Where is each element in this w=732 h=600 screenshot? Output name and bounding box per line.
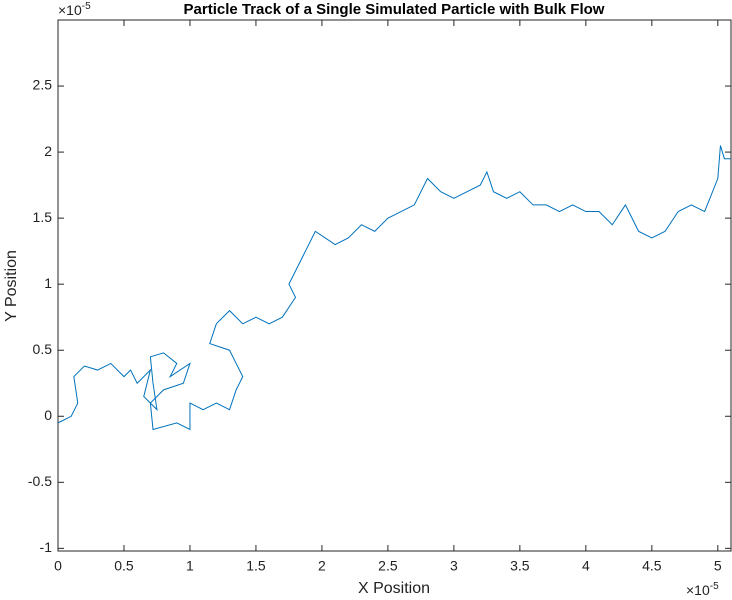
y-tick-label: 1 bbox=[44, 275, 52, 291]
y-multiplier: ×10-5 bbox=[58, 1, 91, 18]
y-tick-label: 2 bbox=[44, 143, 52, 159]
x-tick-label: 1.5 bbox=[246, 558, 266, 574]
x-tick-label: 3.5 bbox=[510, 558, 530, 574]
chart-title: Particle Track of a Single Simulated Par… bbox=[184, 1, 605, 18]
x-tick-label: 4 bbox=[582, 558, 590, 574]
x-tick-label: 2.5 bbox=[378, 558, 398, 574]
x-tick-label: 2 bbox=[318, 558, 326, 574]
y-tick-label: 2.5 bbox=[33, 77, 53, 93]
y-tick-label: 0 bbox=[44, 407, 52, 423]
y-multiplier-base: ×10 bbox=[58, 2, 82, 18]
plot-area bbox=[57, 19, 732, 552]
y-tick-label: 1.5 bbox=[33, 209, 53, 225]
x-tick-label: 5 bbox=[714, 558, 722, 574]
x-tick-label: 0 bbox=[54, 558, 62, 574]
x-tick-label: 0.5 bbox=[114, 558, 134, 574]
x-tick-label: 3 bbox=[450, 558, 458, 574]
x-axis-label: X Position bbox=[358, 580, 430, 597]
x-tick-label: 4.5 bbox=[642, 558, 662, 574]
x-multiplier-base: ×10 bbox=[686, 582, 710, 598]
y-tick-label: 0.5 bbox=[33, 341, 53, 357]
x-tick-label: 1 bbox=[186, 558, 194, 574]
y-axis-label: Y Position bbox=[3, 250, 20, 322]
y-tick-label: -1 bbox=[40, 539, 53, 555]
x-multiplier: ×10-5 bbox=[686, 581, 719, 598]
x-multiplier-exponent: -5 bbox=[710, 581, 719, 592]
y-tick-label: -0.5 bbox=[28, 473, 52, 489]
y-multiplier-exponent: -5 bbox=[82, 1, 91, 12]
track-line bbox=[57, 145, 731, 431]
